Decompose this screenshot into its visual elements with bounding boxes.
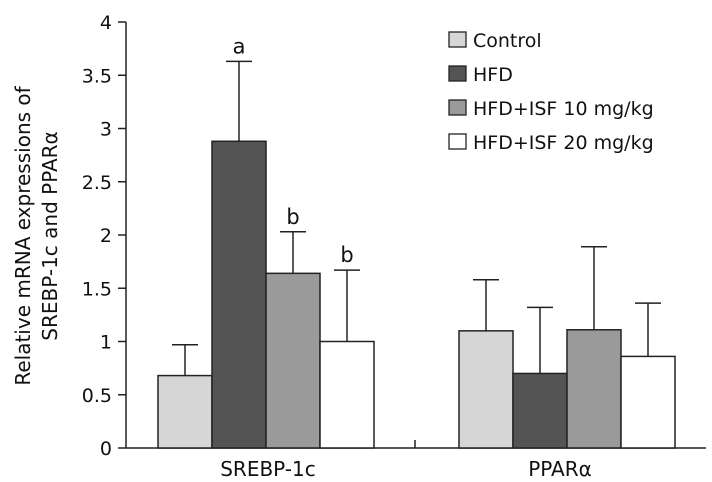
legend-swatch xyxy=(448,65,467,82)
y-tick-label: 1.5 xyxy=(82,278,112,300)
x-category-label-ppara: PPARα xyxy=(528,457,592,481)
x-category-label-srebp1c: SREBP-1c xyxy=(220,457,316,481)
legend-swatch xyxy=(448,31,467,48)
legend-label: Control xyxy=(473,30,542,52)
bar xyxy=(566,329,622,449)
legend-swatch xyxy=(448,133,467,150)
significance-label: b xyxy=(286,205,299,229)
y-tick-label: 3.5 xyxy=(82,65,112,87)
y-tick-label: 3 xyxy=(100,119,112,141)
legend-label: HFD+ISF 10 mg/kg xyxy=(473,98,654,120)
y-tick-label: 0 xyxy=(100,438,112,460)
bar xyxy=(211,140,267,449)
y-tick-label: 0.5 xyxy=(82,385,112,407)
y-tick-label: 4 xyxy=(100,12,112,34)
bar xyxy=(458,330,514,449)
bar xyxy=(265,272,321,449)
bar xyxy=(620,355,676,449)
y-tick-label: 2 xyxy=(100,225,112,247)
significance-label: b xyxy=(340,243,353,267)
y-axis-label-line-1: Relative mRNA expressions of xyxy=(11,85,35,385)
y-tick-label: 1 xyxy=(100,332,112,354)
bar xyxy=(512,372,568,449)
legend-swatch xyxy=(448,99,467,116)
legend-label: HFD+ISF 20 mg/kg xyxy=(473,132,654,154)
bar xyxy=(319,340,375,449)
y-axis-label-line-2: SREBP-1c and PPARα xyxy=(38,131,62,340)
legend: Control HFD HFD+ISF 10 mg/kg HFD+ISF 20 mg/… xyxy=(448,30,654,154)
y-tick-label: 2.5 xyxy=(82,172,112,194)
significance-label: a xyxy=(233,34,246,58)
legend-label: HFD xyxy=(473,64,513,86)
bar xyxy=(157,374,213,449)
